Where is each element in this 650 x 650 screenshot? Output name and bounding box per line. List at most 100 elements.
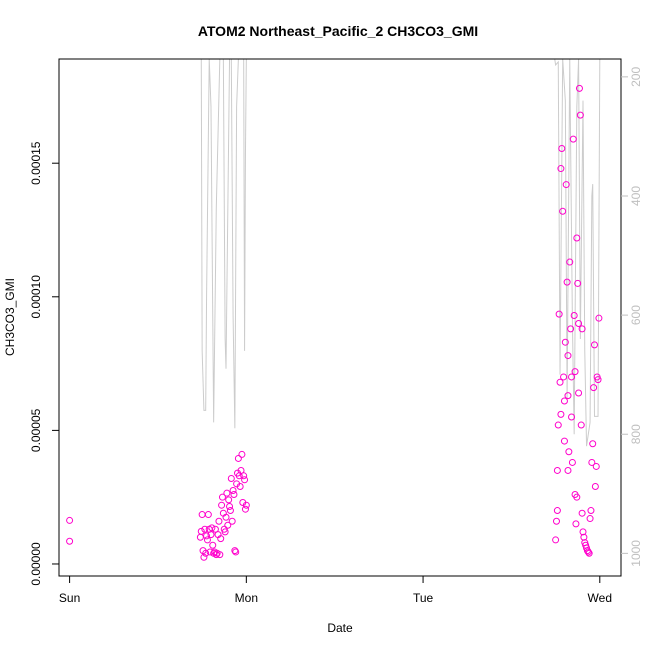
data-point xyxy=(237,466,245,474)
data-point xyxy=(588,458,596,466)
x-tick-label: Mon xyxy=(235,591,258,605)
data-point xyxy=(570,312,578,319)
y-axis-label: CH3CO3_GMI xyxy=(3,278,17,356)
data-point xyxy=(562,181,570,189)
data-point xyxy=(202,549,210,557)
data-point xyxy=(555,310,563,318)
data-point xyxy=(232,548,240,556)
data-point xyxy=(203,532,211,540)
data-point xyxy=(553,466,561,474)
data-point xyxy=(208,524,216,532)
data-point xyxy=(236,482,244,490)
data-point xyxy=(221,528,229,536)
data-point xyxy=(225,496,233,504)
pressure-line xyxy=(198,59,601,447)
y-tick-label: 0.00010 xyxy=(29,275,43,319)
data-point xyxy=(564,392,572,400)
data-point xyxy=(579,528,587,536)
data-point xyxy=(228,517,236,525)
y2-tick-label: 1000 xyxy=(629,540,643,567)
data-point xyxy=(561,338,569,346)
data-point xyxy=(568,413,576,421)
data-point xyxy=(211,525,219,533)
data-point xyxy=(212,551,220,559)
data-point xyxy=(552,517,560,525)
data-point xyxy=(566,258,574,266)
chart-title: ATOM2 Northeast_Pacific_2 CH3CO3_GMI xyxy=(198,23,478,39)
x-tick-label: Tue xyxy=(413,591,434,605)
data-point xyxy=(591,482,599,490)
data-point xyxy=(560,397,568,405)
data-point xyxy=(587,507,595,515)
data-point xyxy=(563,278,571,286)
data-point xyxy=(564,352,572,360)
data-point xyxy=(580,533,588,541)
data-point xyxy=(216,551,224,559)
data-point xyxy=(218,501,226,509)
data-point xyxy=(201,525,209,533)
data-point xyxy=(215,517,223,525)
data-point xyxy=(200,553,208,561)
data-point xyxy=(554,421,562,429)
data-point xyxy=(222,513,230,521)
data-point xyxy=(584,548,592,556)
data-point xyxy=(564,466,572,474)
plot-clip-group xyxy=(66,59,603,561)
data-point xyxy=(567,325,575,333)
data-point xyxy=(577,421,585,429)
data-point xyxy=(573,493,581,501)
plot-layer xyxy=(66,59,603,561)
data-point xyxy=(575,84,583,92)
data-point xyxy=(557,165,565,173)
y-tick-label: 0.00005 xyxy=(29,408,43,452)
data-point xyxy=(560,437,568,445)
data-point xyxy=(586,515,594,523)
data-point xyxy=(589,440,597,448)
data-point xyxy=(565,448,573,456)
y2-tick-label: 800 xyxy=(629,424,643,444)
y2-tick-label: 400 xyxy=(629,186,643,206)
data-point xyxy=(560,373,568,381)
data-point xyxy=(572,520,580,528)
data-point xyxy=(575,320,583,328)
data-point xyxy=(242,501,250,509)
data-point xyxy=(571,368,579,376)
data-point xyxy=(558,145,566,153)
data-point xyxy=(229,487,237,494)
x-tick-label: Wed xyxy=(588,591,612,605)
data-point xyxy=(568,373,576,381)
data-point xyxy=(224,521,232,529)
data-point xyxy=(226,507,234,515)
data-point xyxy=(578,509,586,517)
data-point xyxy=(230,491,238,499)
data-point xyxy=(66,516,74,524)
data-point xyxy=(594,376,602,384)
data-point xyxy=(197,527,205,535)
data-point xyxy=(238,450,246,458)
data-point xyxy=(231,547,239,555)
data-point xyxy=(203,536,211,544)
data-point xyxy=(569,135,577,143)
x-axis-label: Date xyxy=(327,621,353,635)
data-point xyxy=(576,111,584,119)
y2-tick-label: 200 xyxy=(629,67,643,87)
x-tick-label: Sun xyxy=(59,591,80,605)
y-tick-label: 0.00000 xyxy=(29,542,43,586)
data-point xyxy=(590,384,598,392)
data-point xyxy=(66,537,74,545)
data-point xyxy=(595,314,603,322)
data-point xyxy=(575,389,583,397)
data-point xyxy=(568,458,576,466)
data-point xyxy=(574,279,582,287)
data-point xyxy=(206,548,214,556)
data-point xyxy=(556,378,564,386)
data-point xyxy=(552,536,560,544)
data-point xyxy=(218,493,226,501)
data-point xyxy=(227,474,235,482)
data-point xyxy=(573,234,581,242)
data-point xyxy=(553,507,561,515)
y2-tick-label: 600 xyxy=(629,305,643,325)
data-point xyxy=(585,549,593,557)
data-point xyxy=(223,489,231,497)
